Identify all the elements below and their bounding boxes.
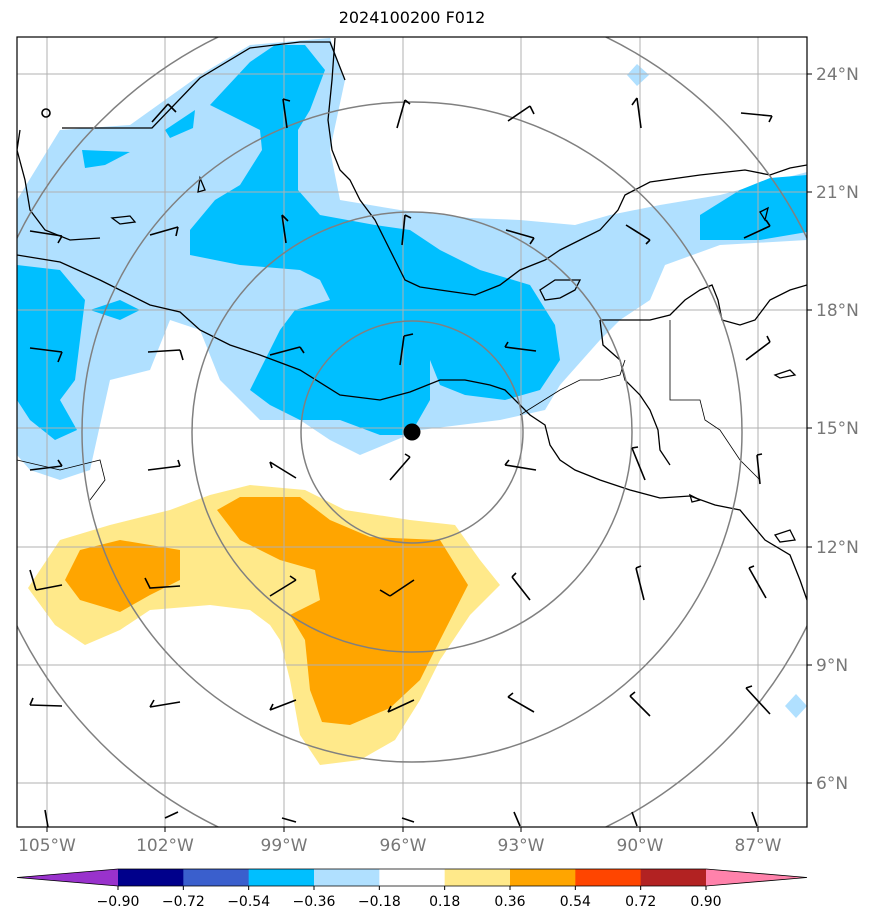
- wind-barb: [396, 99, 411, 129]
- colorbar-segment: [248, 869, 315, 886]
- range-rings: [17, 37, 807, 827]
- wind-barb: [282, 98, 291, 129]
- calm-wind-marker: [41, 108, 51, 118]
- wind-barb: [29, 697, 63, 707]
- lat-label: 9°N: [816, 656, 848, 676]
- axis-ticks: [46, 73, 812, 832]
- colorbar-segment: [510, 869, 576, 886]
- colorbar-level-label: −0.72: [162, 894, 205, 910]
- wind-barb: [401, 214, 412, 246]
- colorbar-segment: [444, 869, 511, 886]
- lat-label: 12°N: [816, 538, 859, 558]
- wind-barb: [740, 112, 773, 123]
- colorbar: −0.90 −0.72 −0.54 −0.36 −0.18 0.18 0.36 0.54 0.7…: [16, 868, 808, 910]
- colorbar-segment: [640, 869, 707, 886]
- wind-barb: [147, 349, 184, 361]
- colorbar-level-label: −0.36: [293, 894, 336, 910]
- colorbar-extend-low: [17, 869, 118, 886]
- wind-barb: [751, 811, 758, 827]
- lat-label: 18°N: [816, 301, 859, 321]
- lon-label: 93°W: [498, 836, 545, 856]
- wind-barb: [631, 811, 638, 827]
- wind-barb: [629, 691, 651, 717]
- storm-center-marker: [403, 423, 421, 441]
- colorbar-level-label: 0.18: [429, 894, 460, 910]
- colorbar-level-label: 0.36: [494, 894, 525, 910]
- wind-barb: [507, 692, 535, 713]
- wind-barb: [635, 565, 645, 601]
- colorbar-level-label: 0.90: [690, 894, 721, 910]
- wind-barb: [756, 453, 763, 485]
- wind-barb: [144, 577, 181, 589]
- wind-barb: [387, 699, 415, 713]
- wind-barb: [745, 685, 771, 715]
- wind-barb: [505, 229, 535, 245]
- wind-barb: [511, 572, 531, 601]
- wind-barbs: [29, 97, 773, 827]
- wind-barb: [44, 809, 49, 827]
- wind-barb: [401, 817, 415, 823]
- wind-barb: [269, 346, 305, 356]
- wind-barb: [269, 575, 297, 597]
- wind-barb: [29, 459, 63, 471]
- wind-barb: [399, 333, 414, 366]
- wind-barb: [29, 230, 63, 244]
- wind-barb: [149, 226, 179, 237]
- colorbar-level-label: −0.54: [227, 894, 270, 910]
- lat-label: 21°N: [816, 183, 859, 203]
- map-title: 2024100200 F012: [338, 8, 486, 27]
- lon-label: 99°W: [261, 836, 308, 856]
- country-borders: [17, 320, 761, 501]
- wind-barb: [625, 224, 651, 245]
- colorbar-extend-high: [706, 869, 807, 886]
- wind-barb: [29, 347, 63, 363]
- wind-barb: [379, 579, 415, 597]
- colorbar-level-label: 0.54: [560, 894, 591, 910]
- wind-barb: [745, 335, 771, 361]
- wind-barb: [631, 97, 642, 129]
- colorbar-segment: [183, 869, 250, 886]
- lat-label: 24°N: [816, 65, 859, 85]
- lon-label: 96°W: [380, 836, 427, 856]
- lon-label: 87°W: [735, 836, 782, 856]
- positive-anomaly-strong-shading: [65, 497, 468, 725]
- map-frame: [16, 36, 808, 828]
- wind-barb: [513, 811, 521, 827]
- colorbar-level-label: −0.18: [358, 894, 401, 910]
- wind-barb: [149, 699, 181, 708]
- wind-barb: [147, 459, 181, 471]
- wind-barb: [269, 461, 297, 479]
- wind-barb: [389, 453, 411, 481]
- lat-label: 15°N: [816, 419, 859, 439]
- colorbar-level-label: −0.90: [97, 894, 140, 910]
- colorbar-level-label: 0.72: [625, 894, 656, 910]
- colorbar-segment: [379, 869, 446, 886]
- coastlines: [17, 37, 807, 601]
- wind-barb: [29, 569, 63, 591]
- wind-barb: [281, 817, 297, 823]
- wind-barb: [504, 459, 537, 471]
- lon-label: 105°W: [18, 836, 76, 856]
- colorbar-segment: [575, 869, 642, 886]
- wind-barb: [631, 446, 646, 481]
- wind-barb: [269, 699, 297, 711]
- colorbar-segment: [118, 869, 184, 886]
- wind-barb: [743, 219, 771, 239]
- lat-label: 6°N: [816, 774, 848, 794]
- wind-barb: [151, 103, 177, 123]
- wind-barb: [507, 105, 535, 122]
- colorbar-segment: [314, 869, 380, 886]
- wind-barb: [281, 214, 289, 244]
- lon-label: 90°W: [617, 836, 664, 856]
- lon-label: 102°W: [136, 836, 194, 856]
- wind-barb: [748, 565, 767, 599]
- wind-barb: [504, 341, 537, 352]
- wind-barb: [164, 811, 179, 819]
